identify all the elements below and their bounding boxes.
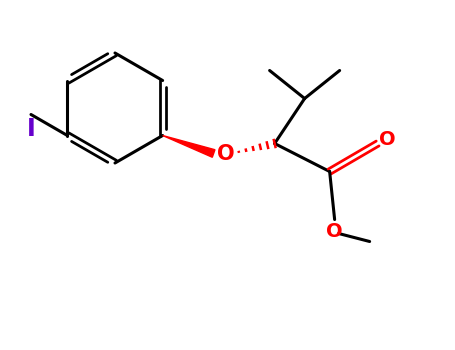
Polygon shape [162,135,215,157]
Text: I: I [27,117,35,140]
Text: O: O [379,130,396,149]
Text: O: O [217,144,234,163]
Text: O: O [326,222,343,241]
